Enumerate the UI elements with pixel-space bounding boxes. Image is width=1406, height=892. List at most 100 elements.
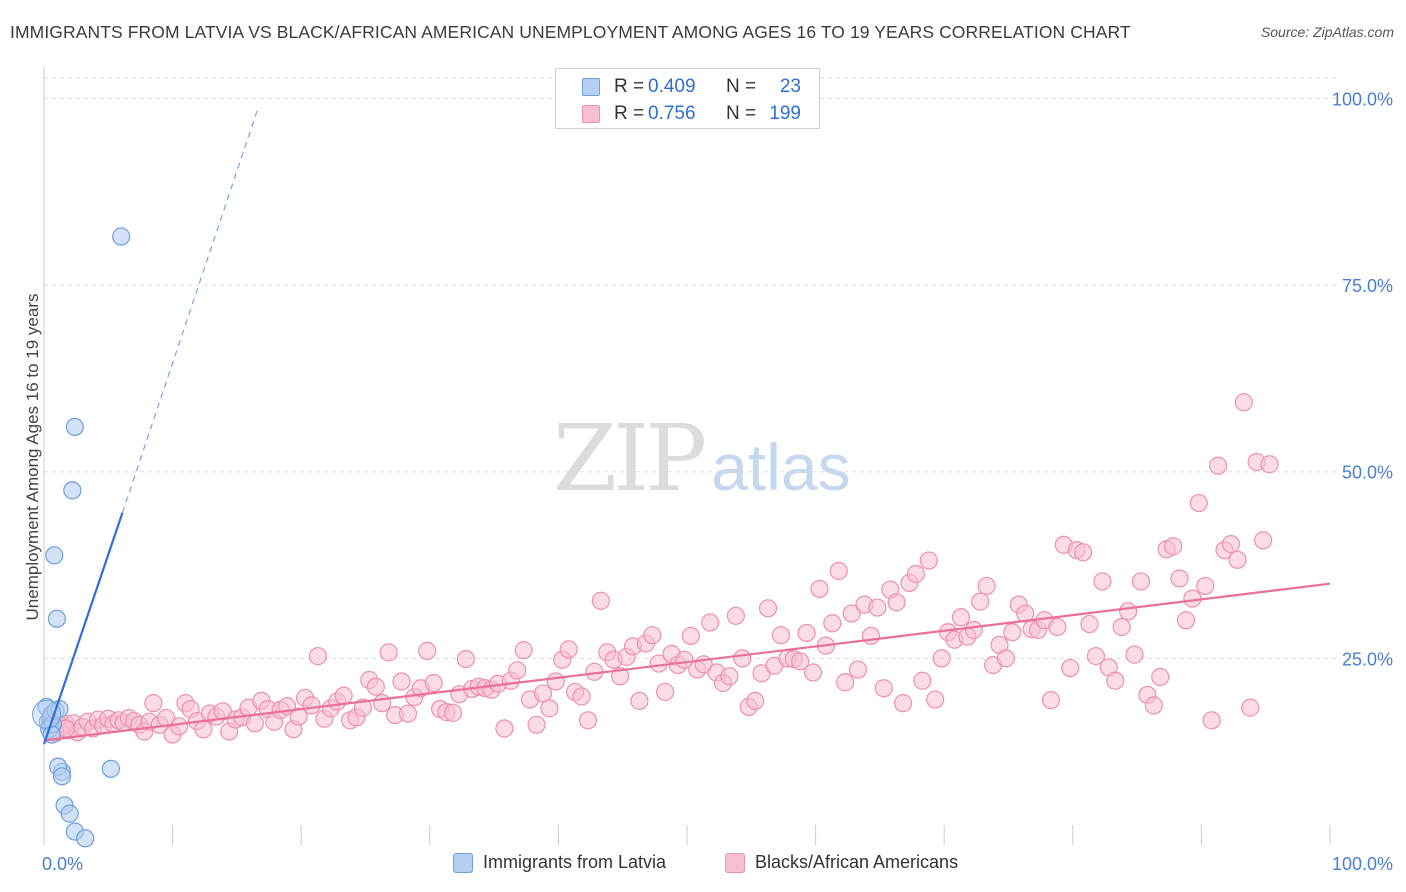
data-point-black [366,677,385,696]
data-point-black [1086,647,1106,666]
y-tick-label: 50.0% [1342,463,1393,483]
series-legend: Immigrants from Latvia Blacks/African Am… [0,851,1406,877]
gridlines [44,77,1336,659]
data-point-black [1202,711,1221,730]
y-axis-title: Unemployment Among Ages 16 to 19 years [23,294,42,621]
data-point-black [1125,645,1144,664]
data-point-black [1061,658,1080,678]
data-point-black [559,640,578,659]
data-point-latvia [63,481,82,500]
data-point-black [1176,611,1196,630]
data-point-black [1093,572,1112,591]
legend-r-label: R = [614,76,645,97]
legend-r-value: 0.409 [648,76,696,97]
data-point-black [353,698,373,717]
data-point-black [1041,691,1061,710]
data-point-black [906,564,926,584]
data-point-black [611,667,630,686]
data-point-black [572,687,591,706]
data-point-black [874,679,893,698]
data-point-black [1241,698,1260,717]
x-tick-label: 100.0% [1332,854,1393,874]
data-point-black [1112,617,1131,637]
data-point-black [996,649,1016,668]
data-point-black [508,661,527,680]
data-point-black [771,626,790,645]
legend-label-latvia: Immigrants from Latvia [483,852,667,872]
data-point-black [245,714,265,733]
data-point-black [1131,572,1151,591]
data-point-black [1183,589,1202,608]
data-point-black [791,652,810,671]
data-point-black [308,647,328,666]
data-point-black [1228,550,1247,569]
correlation-legend: R = 0.409 N = 23 R = 0.756 N = 199 [555,68,820,129]
legend-r-value: 0.756 [648,103,696,124]
data-point-black [334,686,353,705]
data-point-black [971,592,990,611]
data-point-black [373,694,392,713]
legend-swatch-blue [453,853,473,873]
data-point-black [964,620,983,640]
data-point-black [1189,493,1208,513]
legend-swatch-pink [725,853,745,873]
data-point-black [675,650,694,669]
data-point-black [823,614,842,633]
data-point-black [213,702,232,721]
data-point-black [701,613,720,632]
chart-title: IMMIGRANTS FROM LATVIA VS BLACK/AFRICAN … [10,22,1131,42]
x-tick-label: 0.0% [42,854,83,874]
trend-line-black [43,582,1331,742]
legend-n-label: N = [726,103,757,124]
legend-swatch-blue [582,78,600,96]
data-point-black [514,641,533,660]
data-point-black [913,671,932,690]
data-point-black [546,672,565,691]
data-point-black [1118,602,1138,621]
data-point-black [527,715,546,734]
trend-line-latvia [42,512,124,745]
data-point-black [418,641,437,660]
legend-swatch-pink [582,105,600,123]
data-point-black [144,694,163,713]
data-point-black [868,598,887,617]
data-point-black [758,599,778,618]
data-point-black [1260,455,1279,474]
data-point-black [1196,576,1215,596]
data-point-black [681,626,700,646]
data-point-black [1073,543,1093,562]
data-point-black [1003,623,1022,642]
trend-line-latvia-extension [121,105,260,513]
data-point-black [302,696,321,715]
data-point-latvia [76,829,95,848]
data-point-black [926,690,945,709]
legend-row-latvia: R = 0.409 N = 23 [556,73,819,101]
y-tick-label: 100.0% [1332,89,1393,109]
y-tick-label: 75.0% [1342,276,1393,296]
data-point-black [379,643,398,662]
data-point-black [1209,456,1228,475]
data-point-black [591,591,610,610]
data-point-black [495,719,514,738]
data-point-black [643,626,662,645]
data-point-black [977,576,996,596]
data-point-black [726,606,745,625]
data-point-black [1170,569,1189,588]
data-point-black [540,699,559,718]
data-point-black [1164,537,1183,556]
data-point-black [1151,667,1170,687]
data-point-latvia [65,417,84,437]
source-note: Source: ZipAtlas.com [1260,24,1394,40]
data-point-black [720,667,739,686]
data-point-latvia [45,546,64,565]
data-point-black [424,673,443,693]
data-point-black [289,707,308,726]
data-point-latvia [101,759,120,778]
data-point-black [169,717,189,736]
legend-n-value: 23 [779,76,801,97]
data-point-black [656,682,675,702]
data-point-black [1144,696,1163,715]
data-point-black [1221,535,1241,554]
y-tick-label: 25.0% [1342,649,1393,669]
data-point-black [848,660,868,679]
